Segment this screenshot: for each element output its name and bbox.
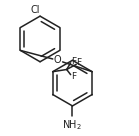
Text: F: F [71,72,76,81]
Text: F: F [77,58,82,67]
Text: NH$_2$: NH$_2$ [63,118,82,132]
Text: Cl: Cl [31,5,40,15]
Text: F: F [71,57,76,66]
Text: O: O [54,55,62,65]
